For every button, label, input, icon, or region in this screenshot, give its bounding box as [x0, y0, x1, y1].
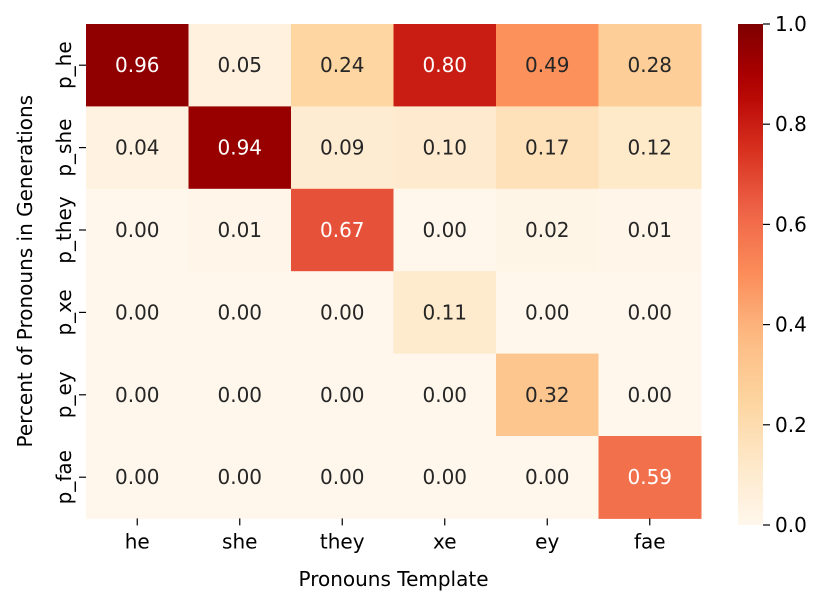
heatmap-cell-p_ey-xe [393, 353, 497, 437]
x-axis: he she they xe ey fae [125, 518, 666, 553]
cell-value-label: 0.96 [115, 53, 160, 77]
heatmap-cell-p_they-xe [393, 188, 497, 272]
heatmap-cell-p_they-fae [598, 188, 702, 272]
cell-value-label: 0.67 [320, 218, 365, 242]
heatmap-cell-p_he-xe [393, 24, 497, 107]
cell-value-label: 0.01 [627, 218, 672, 242]
heatmap-cell-p_fae-fae [598, 436, 702, 519]
heatmap-cell-p_xe-they [291, 271, 394, 355]
heatmap-cell-p_they-she [188, 188, 292, 272]
heatmap-cell-p_he-he [86, 24, 189, 107]
y-tick-label: p_they [52, 196, 76, 264]
cell-value-label: 0.04 [115, 136, 160, 160]
cell-value-label: 0.00 [422, 383, 467, 407]
x-tick-label: he [125, 529, 150, 553]
cell-value-label: 0.49 [525, 53, 570, 77]
heatmap-cell-p_she-fae [598, 106, 702, 190]
heatmap-cell-p_she-she [188, 106, 292, 190]
heatmap-cell-p_he-ey [496, 24, 599, 107]
cell-value-label: 0.00 [217, 465, 262, 489]
cell-value-label: 0.00 [115, 218, 160, 242]
cell-value-label: 0.12 [627, 136, 672, 160]
cell-value-label: 0.59 [627, 465, 672, 489]
cell-value-label: 0.00 [422, 218, 467, 242]
heatmap-cell-p_she-xe [393, 106, 497, 190]
cell-value-label: 0.00 [320, 383, 365, 407]
cell-value-label: 0.11 [422, 300, 467, 324]
cell-value-label: 0.00 [627, 300, 672, 324]
x-tick-label: fae [634, 529, 666, 553]
heatmap-cell-p_xe-fae [598, 271, 702, 355]
heatmap-cell-p_xe-xe [393, 271, 497, 355]
y-axis: p_he p_she p_they p_xe p_ey p_fae [52, 41, 86, 504]
heatmap-cell-p_they-they [291, 188, 394, 272]
cell-value-label: 0.10 [422, 136, 467, 160]
heatmap-cell-p_fae-he [86, 436, 189, 519]
cell-value-label: 0.00 [115, 300, 160, 324]
cell-value-label: 0.01 [217, 218, 262, 242]
heatmap-cell-p_xe-she [188, 271, 292, 355]
heatmap-cell-p_she-he [86, 106, 189, 190]
cell-value-label: 0.00 [627, 383, 672, 407]
heatmap-cell-p_they-he [86, 188, 189, 272]
heatmap-cell-p_he-fae [598, 24, 702, 107]
x-tick-label: ey [535, 529, 559, 553]
cell-value-label: 0.00 [320, 465, 365, 489]
colorbar-tick-label: 1.0 [775, 12, 807, 36]
cell-value-label: 0.09 [320, 136, 365, 160]
y-axis-title: Percent of Pronouns in Generations [13, 95, 37, 448]
cell-value-label: 0.17 [525, 136, 570, 160]
heatmap-cell-labels: 0.96 0.05 0.24 0.80 0.49 0.28 0.04 0.94 0.09 0.10… [115, 53, 672, 489]
cell-value-label: 0.00 [217, 383, 262, 407]
heatmap-cell-p_fae-ey [496, 436, 599, 519]
cell-value-label: 0.80 [422, 53, 467, 77]
cell-value-label: 0.28 [627, 53, 672, 77]
heatmap-cell-p_fae-they [291, 436, 394, 519]
x-tick-label: they [320, 529, 365, 553]
heatmap-cell-p_ey-fae [598, 353, 702, 437]
heatmap-cell-p_ey-they [291, 353, 394, 437]
heatmap-cell-p_xe-ey [496, 271, 599, 355]
y-tick-label: p_he [52, 41, 76, 89]
cell-value-label: 0.05 [217, 53, 262, 77]
colorbar-tick-label: 0.2 [775, 413, 807, 437]
cell-value-label: 0.00 [525, 300, 570, 324]
x-tick-label: she [222, 529, 257, 553]
heatmap-cell-p_fae-xe [393, 436, 497, 519]
heatmap-cell-p_she-ey [496, 106, 599, 190]
heatmap-cell-p_ey-ey [496, 353, 599, 437]
colorbar-tick-label: 0.6 [775, 212, 807, 236]
y-tick-label: p_fae [52, 450, 76, 504]
cell-value-label: 0.00 [320, 300, 365, 324]
y-tick-label: p_she [52, 119, 76, 177]
heatmap-cell-p_ey-she [188, 353, 292, 437]
cell-value-label: 0.00 [217, 300, 262, 324]
colorbar-ticks: 0.0 0.2 0.4 0.6 0.8 1.0 [763, 12, 807, 537]
cell-value-label: 0.00 [115, 383, 160, 407]
colorbar-tick-label: 0.0 [775, 513, 807, 537]
heatmap-cell-p_he-they [291, 24, 394, 107]
colorbar-tick-label: 0.8 [775, 112, 807, 136]
heatmap-cell-p_ey-he [86, 353, 189, 437]
colorbar [738, 24, 763, 525]
heatmap-cell-p_they-ey [496, 188, 599, 272]
cell-value-label: 0.24 [320, 53, 365, 77]
cell-value-label: 0.02 [525, 218, 570, 242]
cell-value-label: 0.00 [525, 465, 570, 489]
y-tick-label: p_ey [52, 371, 76, 418]
x-tick-label: xe [433, 529, 457, 553]
cell-value-label: 0.00 [115, 465, 160, 489]
x-axis-title: Pronouns Template [298, 567, 488, 591]
heatmap-cells [86, 24, 702, 519]
cell-value-label: 0.94 [217, 136, 262, 160]
colorbar-tick-label: 0.4 [775, 313, 807, 337]
heatmap-cell-p_he-she [188, 24, 292, 107]
heatmap-cell-p_fae-she [188, 436, 292, 519]
cell-value-label: 0.00 [422, 465, 467, 489]
cell-value-label: 0.32 [525, 383, 570, 407]
heatmap-cell-p_she-they [291, 106, 394, 190]
heatmap-cell-p_xe-he [86, 271, 189, 355]
y-tick-label: p_xe [52, 289, 76, 335]
